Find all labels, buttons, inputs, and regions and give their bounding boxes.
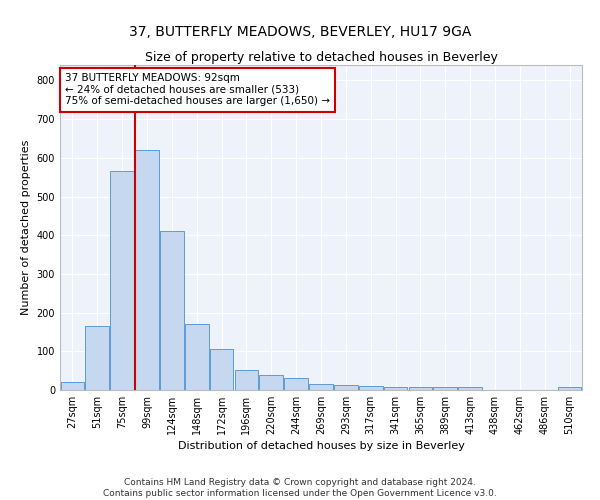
Bar <box>210 350 233 390</box>
Bar <box>135 150 159 390</box>
Bar <box>334 384 358 390</box>
Text: 37 BUTTERFLY MEADOWS: 92sqm
← 24% of detached houses are smaller (533)
75% of se: 37 BUTTERFLY MEADOWS: 92sqm ← 24% of det… <box>65 73 330 106</box>
Bar <box>61 382 84 390</box>
Bar <box>558 387 581 390</box>
Bar <box>433 387 457 390</box>
Bar <box>359 386 383 390</box>
Bar <box>384 387 407 390</box>
Bar <box>235 370 258 390</box>
Text: 37, BUTTERFLY MEADOWS, BEVERLEY, HU17 9GA: 37, BUTTERFLY MEADOWS, BEVERLEY, HU17 9G… <box>129 25 471 39</box>
X-axis label: Distribution of detached houses by size in Beverley: Distribution of detached houses by size … <box>178 441 464 451</box>
Title: Size of property relative to detached houses in Beverley: Size of property relative to detached ho… <box>145 51 497 64</box>
Bar <box>85 326 109 390</box>
Bar <box>185 324 209 390</box>
Bar <box>110 172 134 390</box>
Text: Contains HM Land Registry data © Crown copyright and database right 2024.
Contai: Contains HM Land Registry data © Crown c… <box>103 478 497 498</box>
Bar <box>309 384 333 390</box>
Y-axis label: Number of detached properties: Number of detached properties <box>21 140 31 315</box>
Bar <box>458 387 482 390</box>
Bar <box>409 387 432 390</box>
Bar <box>259 374 283 390</box>
Bar <box>160 232 184 390</box>
Bar <box>284 378 308 390</box>
